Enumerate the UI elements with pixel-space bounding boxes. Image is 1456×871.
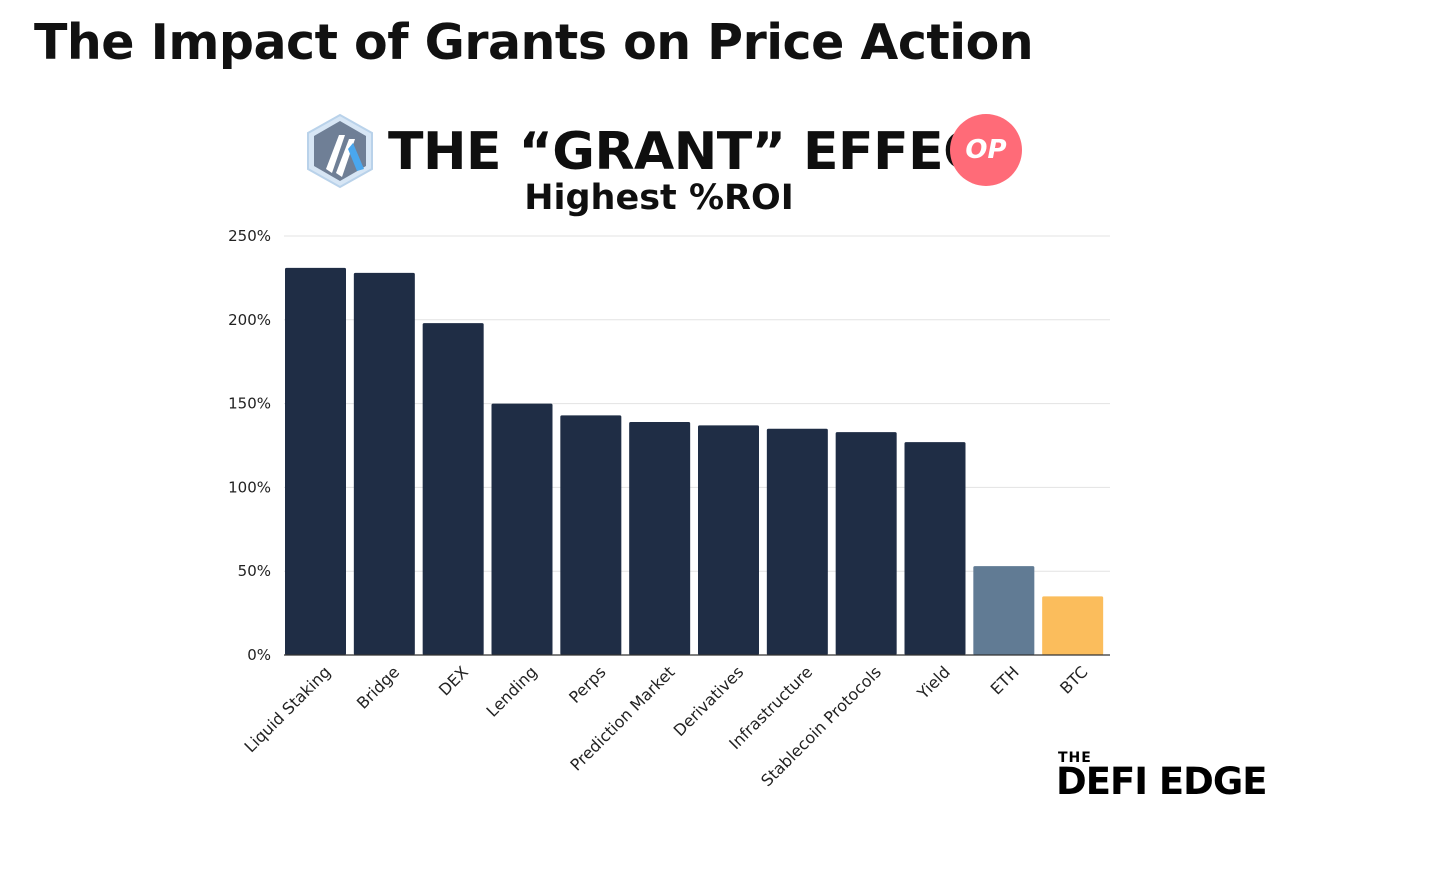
bar [422, 323, 484, 655]
optimism-logo-icon: OP [950, 114, 1022, 186]
bar [1042, 596, 1104, 655]
arbitrum-logo-icon [307, 113, 373, 189]
y-tick-label: 0% [247, 646, 271, 664]
chart-subtitle: Highest %ROI [524, 178, 794, 218]
x-tick-label: DEX [435, 662, 472, 699]
y-tick-label: 100% [228, 478, 271, 496]
y-tick-label: 250% [228, 227, 271, 245]
brand-main-text: DEFI EDGE [1056, 760, 1268, 803]
bar [698, 425, 759, 655]
brand-logo: THE DEFI EDGE [1056, 750, 1278, 806]
y-tick-label: 200% [228, 311, 271, 329]
x-tick-label: Liquid Staking [241, 662, 335, 756]
x-tick-label: Stablecoin Protocols [757, 662, 885, 790]
bar [491, 403, 553, 655]
x-tick-label: Lending [482, 662, 540, 720]
bar [835, 432, 897, 655]
x-tick-label: Perps [565, 662, 610, 707]
x-tick-label: Yield [913, 662, 954, 703]
chart-header: THE “GRANT” EFFECT OP Highest %ROI [306, 110, 1026, 220]
chart-title: THE “GRANT” EFFECT [388, 122, 1016, 182]
bar [973, 566, 1035, 655]
bar [766, 428, 828, 655]
bar [904, 442, 966, 655]
page-title: The Impact of Grants on Price Action [34, 14, 1034, 71]
x-tick-label: BTC [1056, 662, 1091, 697]
bar [353, 272, 415, 655]
bar [285, 267, 346, 655]
bar [629, 422, 691, 655]
y-tick-label: 50% [238, 562, 271, 580]
brand-small-text: THE [1058, 750, 1092, 766]
bar [560, 415, 622, 655]
x-tick-label: Bridge [353, 662, 403, 712]
x-tick-label: ETH [987, 662, 1023, 698]
y-tick-label: 150% [228, 395, 271, 413]
